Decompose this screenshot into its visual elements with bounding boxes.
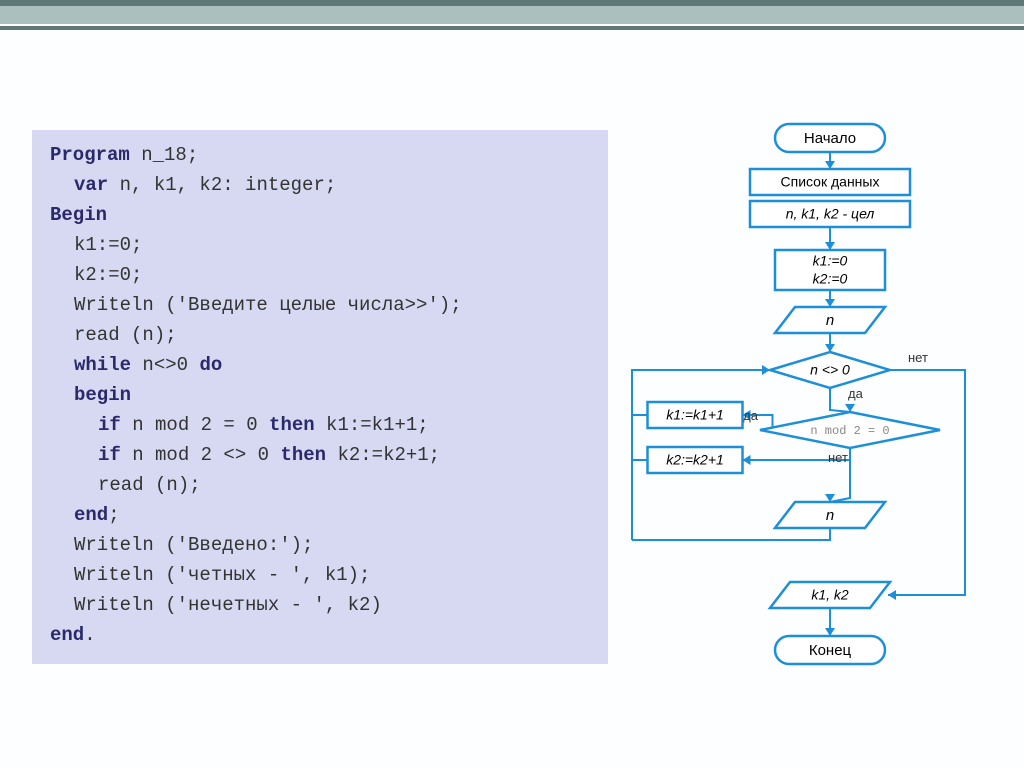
- code-line: end.: [50, 620, 590, 650]
- code-line: begin: [50, 380, 590, 410]
- code-line: if n mod 2 <> 0 then k2:=k2+1;: [50, 440, 590, 470]
- code-line: Program n_18;: [50, 140, 590, 170]
- code-line: Writeln ('нечетных - ', k2): [50, 590, 590, 620]
- flowchart: да нет да нет Начало Список данных n, k1, k2 -…: [620, 120, 1000, 760]
- svg-text:n <> 0: n <> 0: [810, 362, 850, 378]
- code-line: read (n);: [50, 320, 590, 350]
- code-line: k2:=0;: [50, 260, 590, 290]
- svg-text:k2:=0: k2:=0: [813, 271, 848, 287]
- svg-text:Список данных: Список данных: [781, 174, 880, 190]
- svg-text:k1, k2: k1, k2: [811, 587, 849, 603]
- svg-text:нет: нет: [828, 450, 848, 465]
- header-bars: [0, 0, 1024, 30]
- svg-text:нет: нет: [908, 350, 928, 365]
- code-line: read (n);: [50, 470, 590, 500]
- code-line: Writeln ('четных - ', k1);: [50, 560, 590, 590]
- svg-text:n mod 2 = 0: n mod 2 = 0: [810, 424, 889, 438]
- svg-text:n, k1, k2 - цел: n, k1, k2 - цел: [786, 206, 875, 222]
- code-panel: Program n_18;var n, k1, k2: integer;Begi…: [32, 130, 608, 664]
- code-line: k1:=0;: [50, 230, 590, 260]
- svg-text:да: да: [743, 408, 759, 423]
- code-line: if n mod 2 = 0 then k1:=k1+1;: [50, 410, 590, 440]
- svg-text:k1:=k1+1: k1:=k1+1: [666, 407, 724, 423]
- code-line: var n, k1, k2: integer;: [50, 170, 590, 200]
- code-line: end;: [50, 500, 590, 530]
- code-line: Writeln ('Введено:');: [50, 530, 590, 560]
- svg-text:n: n: [826, 507, 834, 524]
- svg-text:k2:=k2+1: k2:=k2+1: [666, 452, 724, 468]
- svg-text:да: да: [848, 386, 864, 401]
- svg-text:Конец: Конец: [809, 642, 852, 659]
- code-line: while n<>0 do: [50, 350, 590, 380]
- code-line: Writeln ('Введите целые числа>>');: [50, 290, 590, 320]
- svg-text:Начало: Начало: [804, 130, 856, 147]
- code-line: Begin: [50, 200, 590, 230]
- svg-text:k1:=0: k1:=0: [813, 253, 848, 269]
- svg-text:n: n: [826, 312, 834, 329]
